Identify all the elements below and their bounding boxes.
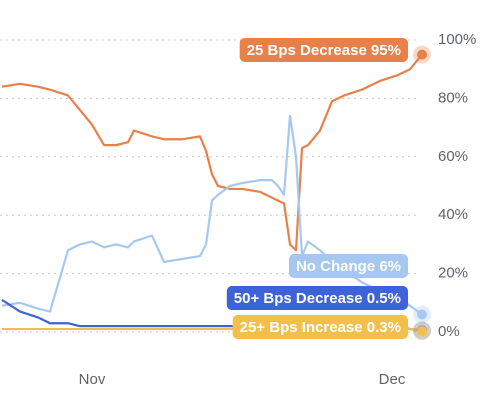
end-value-label: 0.3% bbox=[367, 319, 401, 336]
x-tick-label: Dec bbox=[379, 371, 406, 388]
end-label: 25+ Bps Increase 0.3% bbox=[232, 315, 408, 339]
y-tick-label: 40% bbox=[438, 206, 468, 223]
series-name: 50+ Bps Decrease bbox=[234, 290, 363, 307]
end-dot bbox=[417, 326, 427, 337]
end-label-text: 25 Bps Decrease 95% bbox=[247, 42, 401, 59]
end-label-text: 25+ Bps Increase 0.3% bbox=[240, 319, 401, 336]
x-tick-label: Nov bbox=[79, 371, 106, 388]
end-value-label: 0.5% bbox=[367, 290, 401, 307]
y-tick-label: 80% bbox=[438, 89, 468, 106]
y-tick-label: 20% bbox=[438, 265, 468, 282]
series-line bbox=[1, 53, 423, 252]
end-value-label: 6% bbox=[379, 258, 401, 275]
y-tick-label: 0% bbox=[438, 323, 460, 340]
end-label: 50+ Bps Decrease 0.5% bbox=[226, 286, 408, 310]
series-name: No Change bbox=[296, 258, 375, 275]
end-label: No Change 6% bbox=[288, 254, 408, 278]
end-value-label: 95% bbox=[371, 42, 401, 59]
end-label-pill bbox=[288, 254, 408, 278]
series-name: 25+ Bps Increase bbox=[240, 319, 363, 336]
series-name: 25 Bps Decrease bbox=[247, 42, 367, 59]
y-tick-label: 60% bbox=[438, 148, 468, 165]
end-dot bbox=[417, 49, 427, 60]
end-label-text: 50+ Bps Decrease 0.5% bbox=[234, 290, 401, 307]
end-label: 25 Bps Decrease 95% bbox=[239, 38, 408, 62]
end-label-pill bbox=[226, 286, 408, 310]
end-label-pill bbox=[239, 38, 408, 62]
end-dot bbox=[417, 309, 427, 320]
end-label-pill bbox=[232, 315, 408, 339]
end-label-text: No Change 6% bbox=[296, 258, 401, 275]
y-tick-label: 100% bbox=[438, 31, 476, 48]
